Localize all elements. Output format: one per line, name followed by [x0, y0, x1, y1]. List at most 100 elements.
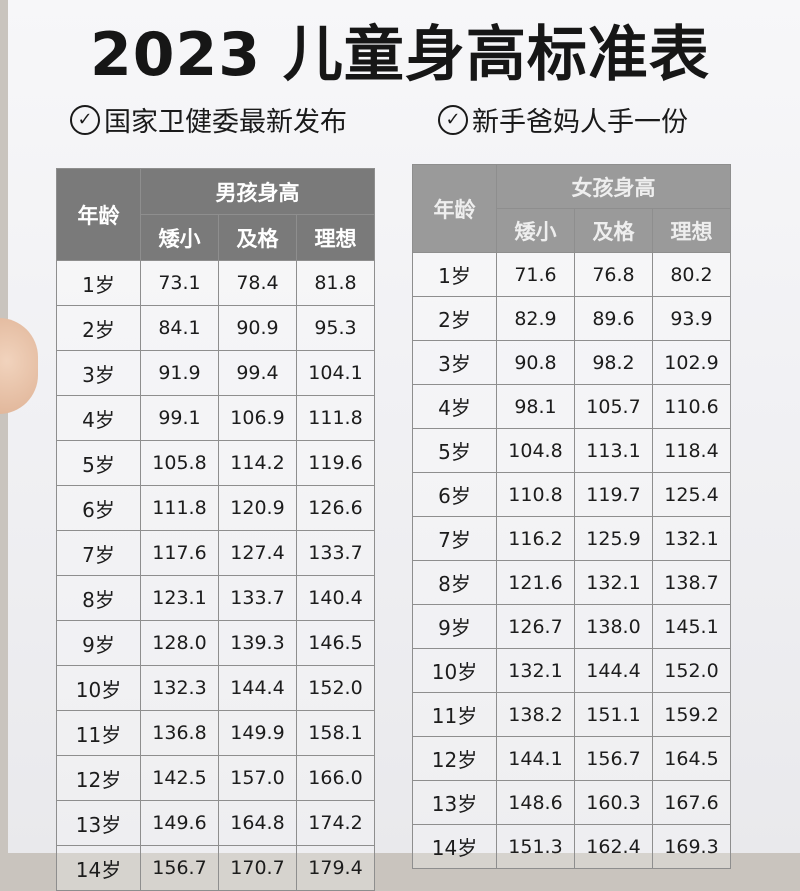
page-title: 2023 儿童身高标准表 [90, 20, 710, 90]
table-row: 8岁 123.1 133.7 140.4 [56, 575, 376, 621]
ideal-cell: 93.9 [651, 296, 732, 341]
age-cell: 5岁 [56, 440, 141, 486]
table-row: 10岁 132.3 144.4 152.0 [56, 665, 376, 711]
pass-cell: 164.8 [218, 800, 297, 846]
pass-cell: 78.4 [218, 260, 297, 306]
short-cell: 148.6 [496, 780, 575, 825]
table-row: 9岁 126.7 138.0 145.1 [412, 604, 732, 649]
table-row: 13岁 148.6 160.3 167.6 [412, 780, 732, 825]
pass-cell: 127.4 [218, 530, 297, 576]
table-row: 2岁 84.1 90.9 95.3 [56, 305, 376, 351]
ideal-cell: 133.7 [295, 530, 376, 576]
short-cell: 105.8 [140, 440, 219, 486]
pass-cell: 105.7 [574, 384, 653, 429]
pass-cell: 156.7 [574, 736, 653, 781]
boys-height-table: 年龄 男孩身高 矮小 及格 理想 1岁 73.1 78.4 81.8 2岁 84.1 90.… [56, 168, 376, 891]
age-cell: 3岁 [412, 340, 497, 385]
table-row: 14岁 156.7 170.7 179.4 [56, 845, 376, 891]
table-row: 3岁 90.8 98.2 102.9 [412, 340, 732, 385]
short-cell: 110.8 [496, 472, 575, 517]
ideal-cell: 146.5 [295, 620, 376, 666]
table-row: 6岁 110.8 119.7 125.4 [412, 472, 732, 517]
ideal-cell: 118.4 [651, 428, 732, 473]
table-row: 14岁 151.3 162.4 169.3 [412, 824, 732, 869]
ideal-cell: 80.2 [651, 252, 732, 297]
short-cell: 84.1 [140, 305, 219, 351]
table-row: 4岁 98.1 105.7 110.6 [412, 384, 732, 429]
short-cell: 151.3 [496, 824, 575, 869]
short-cell: 82.9 [496, 296, 575, 341]
subtitle-right-text: 新手爸妈人手一份 [472, 107, 688, 138]
table-row: 3岁 91.9 99.4 104.1 [56, 350, 376, 396]
short-cell: 98.1 [496, 384, 575, 429]
pass-cell: 160.3 [574, 780, 653, 825]
pass-cell: 119.7 [574, 472, 653, 517]
short-cell: 73.1 [140, 260, 219, 306]
age-cell: 4岁 [56, 395, 141, 441]
ideal-cell: 140.4 [295, 575, 376, 621]
pass-cell: 162.4 [574, 824, 653, 869]
age-cell: 12岁 [412, 736, 497, 781]
table-row: 8岁 121.6 132.1 138.7 [412, 560, 732, 605]
pass-cell: 151.1 [574, 692, 653, 737]
age-cell: 11岁 [412, 692, 497, 737]
age-cell: 10岁 [56, 665, 141, 711]
age-cell: 10岁 [412, 648, 497, 693]
ideal-cell: 152.0 [295, 665, 376, 711]
short-cell: 91.9 [140, 350, 219, 396]
pass-cell: 89.6 [574, 296, 653, 341]
short-cell: 99.1 [140, 395, 219, 441]
header-short: 矮小 [496, 208, 575, 253]
short-cell: 126.7 [496, 604, 575, 649]
ideal-cell: 95.3 [295, 305, 376, 351]
short-cell: 138.2 [496, 692, 575, 737]
table-row: 1岁 71.6 76.8 80.2 [412, 252, 732, 297]
ideal-cell: 174.2 [295, 800, 376, 846]
age-cell: 9岁 [412, 604, 497, 649]
ideal-cell: 126.6 [295, 485, 376, 531]
pass-cell: 157.0 [218, 755, 297, 801]
age-cell: 4岁 [412, 384, 497, 429]
header-short: 矮小 [140, 214, 219, 261]
age-cell: 6岁 [56, 485, 141, 531]
table-row: 12岁 144.1 156.7 164.5 [412, 736, 732, 781]
age-cell: 5岁 [412, 428, 497, 473]
subtitle-left: ✓ 国家卫健委最新发布 [70, 100, 347, 139]
short-cell: 136.8 [140, 710, 219, 756]
pass-cell: 149.9 [218, 710, 297, 756]
subtitle-left-text: 国家卫健委最新发布 [104, 107, 347, 138]
ideal-cell: 159.2 [651, 692, 732, 737]
ideal-cell: 179.4 [295, 845, 376, 891]
ideal-cell: 152.0 [651, 648, 732, 693]
short-cell: 117.6 [140, 530, 219, 576]
pass-cell: 170.7 [218, 845, 297, 891]
pass-cell: 133.7 [218, 575, 297, 621]
header-age: 年龄 [412, 164, 497, 253]
header-girls-group: 女孩身高 [495, 164, 732, 209]
age-cell: 13岁 [56, 800, 141, 846]
age-cell: 7岁 [412, 516, 497, 561]
age-cell: 14岁 [412, 824, 497, 869]
short-cell: 104.8 [496, 428, 575, 473]
header-age: 年龄 [56, 168, 141, 261]
table-row: 7岁 116.2 125.9 132.1 [412, 516, 732, 561]
pass-cell: 114.2 [218, 440, 297, 486]
age-cell: 11岁 [56, 710, 141, 756]
ideal-cell: 132.1 [651, 516, 732, 561]
short-cell: 71.6 [496, 252, 575, 297]
table-row: 2岁 82.9 89.6 93.9 [412, 296, 732, 341]
age-cell: 14岁 [56, 845, 141, 891]
ideal-cell: 81.8 [295, 260, 376, 306]
age-cell: 3岁 [56, 350, 141, 396]
age-cell: 12岁 [56, 755, 141, 801]
short-cell: 144.1 [496, 736, 575, 781]
ideal-cell: 166.0 [295, 755, 376, 801]
pass-cell: 98.2 [574, 340, 653, 385]
header-ideal: 理想 [651, 208, 732, 253]
table-row: 11岁 136.8 149.9 158.1 [56, 710, 376, 756]
table-row: 5岁 105.8 114.2 119.6 [56, 440, 376, 486]
pass-cell: 132.1 [574, 560, 653, 605]
pass-cell: 138.0 [574, 604, 653, 649]
short-cell: 121.6 [496, 560, 575, 605]
pass-cell: 120.9 [218, 485, 297, 531]
